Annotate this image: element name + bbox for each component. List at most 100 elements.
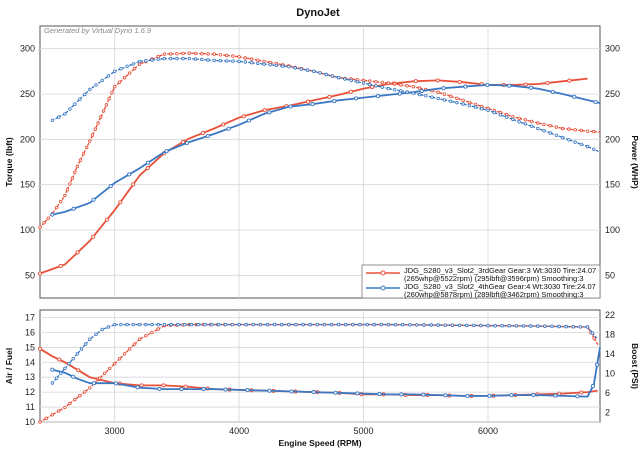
x-tick-label: 3000 xyxy=(105,426,125,436)
torque-power-point-3rdgear-torque-lbft xyxy=(46,216,50,220)
afr-boost-point-4thgear-boost-psi xyxy=(585,325,590,329)
torque-power-point-4thgear-power-whp xyxy=(164,149,169,154)
torque-power-point-3rdgear-torque-lbft xyxy=(386,81,391,85)
torque-power-point-4thgear-power-whp xyxy=(108,184,113,189)
afr-boost-point-4thgear-boost-psi xyxy=(88,337,92,341)
torque-power-point-3rdgear-torque-lbft xyxy=(473,102,478,107)
torque-power-point-4thgear-torque-lbft xyxy=(529,124,534,128)
torque-power-point-4thgear-torque-lbft xyxy=(337,75,341,80)
torque-power-point-3rdgear-torque-lbft xyxy=(449,94,453,98)
torque-power-point-4thgear-torque-lbft xyxy=(125,64,129,68)
afr-boost-point-4thgear-boost-psi xyxy=(358,322,362,327)
torque-power-point-4thgear-torque-lbft xyxy=(361,81,366,85)
torque-power-point-3rdgear-torque-lbft xyxy=(168,52,173,56)
afr-boost-point-4thgear-boost-psi xyxy=(176,322,180,327)
torque-power-point-3rdgear-power-whp xyxy=(145,166,150,171)
torque-power-point-4thgear-torque-lbft xyxy=(156,57,160,61)
torque-power-point-4thgear-torque-lbft xyxy=(150,58,154,62)
afr-boost-point-3rdgear-air-fuel xyxy=(37,346,43,351)
torque-power-point-4thgear-torque-lbft xyxy=(168,56,173,61)
afr-boost-point-4thgear-air-fuel xyxy=(91,381,96,386)
afr-boost-point-3rdgear-boost-psi xyxy=(78,394,82,398)
afr-boost-point-4thgear-boost-psi xyxy=(67,361,71,366)
torque-power-point-3rdgear-power-whp xyxy=(200,130,205,136)
torque-power-point-4thgear-power-whp xyxy=(332,98,337,104)
torque-power-line-3rdgear-torque-lbft xyxy=(39,52,601,228)
afr-boost-point-4thgear-boost-psi xyxy=(436,323,440,327)
torque-power-point-4thgear-torque-lbft xyxy=(88,87,92,92)
afr-boost-point-4thgear-air-fuel xyxy=(311,390,316,395)
torque-power-point-3rdgear-torque-lbft xyxy=(561,126,565,131)
torque-power-point-3rdgear-torque-lbft xyxy=(368,79,372,83)
afr-boost-point-3rdgear-boost-psi xyxy=(117,357,122,361)
torque-power-point-3rdgear-torque-lbft xyxy=(579,128,583,133)
torque-power-point-3rdgear-torque-lbft xyxy=(517,116,521,120)
afr-boost-point-4thgear-boost-psi xyxy=(203,322,207,327)
afr-boost-point-4thgear-air-fuel xyxy=(421,392,426,397)
x-tick-label: 4000 xyxy=(229,426,249,436)
afr-boost-point-4thgear-boost-psi xyxy=(590,331,595,335)
afr-boost-point-3rdgear-boost-psi xyxy=(112,361,117,366)
afr-boost-point-4thgear-boost-psi xyxy=(144,322,148,327)
afr-boost-point-3rdgear-boost-psi xyxy=(592,336,596,341)
torque-power-point-3rdgear-power-whp xyxy=(567,78,572,83)
torque-power-point-3rdgear-torque-lbft xyxy=(193,51,198,56)
torque-power-point-3rdgear-power-whp xyxy=(58,263,63,269)
torque-power-point-4thgear-torque-lbft xyxy=(511,117,515,122)
torque-power-point-4thgear-torque-lbft xyxy=(436,96,440,101)
afr-boost-point-4thgear-boost-psi xyxy=(536,324,540,328)
torque-power-point-4thgear-torque-lbft xyxy=(424,94,428,98)
torque-power-point-3rdgear-power-whp xyxy=(91,234,96,239)
torque-power-point-4thgear-torque-lbft xyxy=(50,118,55,122)
afr-boost-point-3rdgear-boost-psi xyxy=(44,416,48,420)
afr-boost-point-3rdgear-boost-psi xyxy=(122,352,127,356)
torque-power-point-4thgear-torque-lbft xyxy=(318,71,322,75)
afr-boost-point-4thgear-air-fuel xyxy=(590,384,596,389)
afr-boost-point-4thgear-boost-psi xyxy=(393,323,398,327)
top-y-ticks: 50 100 150 200 250 300 xyxy=(20,44,35,281)
torque-power-point-3rdgear-torque-lbft xyxy=(523,118,527,122)
torque-power-point-4thgear-torque-lbft xyxy=(467,103,471,108)
torque-power-point-3rdgear-torque-lbft xyxy=(436,90,440,94)
afr-boost-point-4thgear-boost-psi xyxy=(63,366,67,371)
torque-power-point-3rdgear-torque-lbft xyxy=(78,158,83,162)
afr-boost-point-4thgear-air-fuel xyxy=(399,392,404,397)
afr-boost-point-4thgear-boost-psi xyxy=(422,323,426,327)
torque-power-point-4thgear-power-whp xyxy=(184,140,190,146)
afr-boost-point-4thgear-boost-psi xyxy=(189,322,194,327)
afr-boost-point-4thgear-boost-psi xyxy=(125,322,129,327)
air-fuel-tick-label: 10 xyxy=(25,417,35,427)
torque-power-point-4thgear-torque-lbft xyxy=(78,97,82,101)
afr-boost-point-4thgear-boost-psi xyxy=(106,325,111,329)
torque-power-point-4thgear-power-whp xyxy=(375,94,381,99)
torque-power-point-4thgear-torque-lbft xyxy=(256,61,260,66)
torque-power-point-3rdgear-torque-lbft xyxy=(70,176,75,180)
torque-power-point-4thgear-torque-lbft xyxy=(249,61,254,65)
afr-boost-point-4thgear-boost-psi xyxy=(351,322,355,327)
torque-power-point-3rdgear-torque-lbft xyxy=(101,109,106,113)
torque-power-point-4thgear-torque-lbft xyxy=(455,100,459,105)
torque-power-point-4thgear-torque-lbft xyxy=(386,86,391,91)
afr-boost-point-4thgear-boost-psi xyxy=(450,323,455,327)
torque-power-point-3rdgear-torque-lbft xyxy=(567,127,571,131)
torque-power-point-4thgear-torque-lbft xyxy=(224,59,229,63)
afr-boost-point-3rdgear-air-fuel xyxy=(579,390,584,395)
afr-boost-point-4thgear-boost-psi xyxy=(415,323,419,327)
torque-power-point-3rdgear-torque-lbft xyxy=(573,128,577,132)
torque-power-point-3rdgear-power-whp xyxy=(75,250,80,255)
torque-power-point-4thgear-torque-lbft xyxy=(175,56,179,61)
afr-boost-point-4thgear-boost-psi xyxy=(465,323,469,328)
afr-boost-point-4thgear-boost-psi xyxy=(258,322,263,327)
afr-boost-point-4thgear-boost-psi xyxy=(408,323,412,327)
afr-boost-point-4thgear-air-fuel xyxy=(50,367,55,372)
torque-power-point-4thgear-torque-lbft xyxy=(287,65,291,69)
afr-boost-point-4thgear-boost-psi xyxy=(280,322,284,327)
torque-power-point-3rdgear-power-whp xyxy=(523,82,528,87)
x-ticks: 3000 4000 5000 6000 xyxy=(105,426,498,436)
afr-boost-point-4thgear-boost-psi xyxy=(564,324,568,329)
afr-boost-point-4thgear-boost-psi xyxy=(315,322,319,327)
torque-power-point-4thgear-torque-lbft xyxy=(343,77,347,81)
boost-tick-label: 14 xyxy=(605,349,615,359)
top-y-ticks-right: 50 100 150 200 250 300 xyxy=(605,44,620,281)
torque-power-point-4thgear-torque-lbft xyxy=(411,91,415,95)
